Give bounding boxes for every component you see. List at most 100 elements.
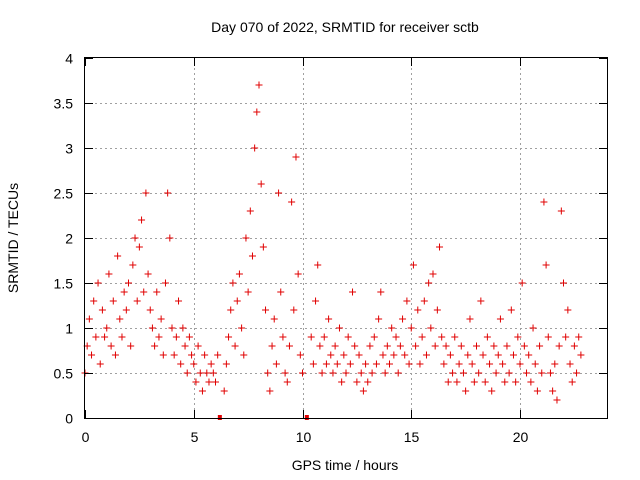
data-point [248, 252, 256, 260]
data-point [85, 315, 93, 323]
data-point [238, 324, 246, 332]
data-point [383, 342, 391, 350]
data-point [127, 342, 135, 350]
data-point [142, 189, 150, 197]
data-point [407, 324, 415, 332]
data-point [431, 342, 439, 350]
data-point [346, 360, 354, 368]
data-point [133, 297, 141, 305]
data-point [388, 324, 396, 332]
data-point [177, 360, 185, 368]
grid-lines [85, 58, 607, 418]
data-point [540, 198, 548, 206]
data-point [549, 387, 557, 395]
data-point [194, 342, 202, 350]
data-point [198, 387, 206, 395]
data-point [196, 369, 204, 377]
data-point [396, 342, 404, 350]
data-point [122, 306, 130, 314]
data-point [412, 342, 420, 350]
data-point [479, 351, 487, 359]
data-point [392, 333, 400, 341]
data-point [257, 180, 265, 188]
data-point [220, 387, 228, 395]
x-tick-label: 15 [404, 429, 420, 445]
data-point [446, 351, 454, 359]
data-point [222, 360, 230, 368]
data-point [562, 333, 570, 341]
data-point [399, 315, 407, 323]
data-point [151, 342, 159, 350]
x-tick-label: 0 [82, 429, 90, 445]
data-point [172, 333, 180, 341]
data-point [483, 333, 491, 341]
data-point [168, 324, 176, 332]
data-point [144, 270, 152, 278]
data-point [338, 378, 346, 386]
data-point [468, 360, 476, 368]
data-point [523, 369, 531, 377]
data-point [157, 315, 165, 323]
data-point [553, 396, 561, 404]
data-point [129, 261, 137, 269]
data-point [229, 279, 237, 287]
data-point [459, 369, 467, 377]
data-point [538, 369, 546, 377]
data-point [292, 153, 300, 161]
data-point [88, 351, 96, 359]
data-point [560, 279, 567, 287]
data-point [481, 378, 489, 386]
data-point [381, 369, 389, 377]
data-point [418, 333, 426, 341]
x-axis-ticks: 0 5 10 15 20 [82, 58, 528, 445]
data-point [425, 279, 433, 287]
data-point [372, 360, 380, 368]
data-point [577, 351, 585, 359]
y-tick-label: 4 [65, 51, 73, 67]
data-point [296, 351, 304, 359]
data-point [473, 342, 480, 350]
data-point [546, 369, 554, 377]
data-point [422, 351, 430, 359]
y-tick-label: 1.5 [54, 276, 74, 292]
data-point [307, 333, 315, 341]
data-point [444, 378, 452, 386]
data-point [470, 378, 478, 386]
data-point [375, 315, 383, 323]
y-tick-label: 1 [65, 321, 73, 337]
data-point [105, 270, 113, 278]
data-point [268, 342, 276, 350]
data-point [203, 369, 211, 377]
data-point [401, 351, 409, 359]
data-point [457, 342, 465, 350]
data-point [429, 270, 437, 278]
data-point [272, 360, 280, 368]
y-tick-label: 2.5 [54, 186, 74, 202]
data-point [175, 297, 183, 305]
data-point [159, 351, 167, 359]
data-point [379, 351, 387, 359]
data-point [501, 378, 509, 386]
data-point [316, 342, 324, 350]
data-point [512, 378, 520, 386]
data-point [288, 198, 296, 206]
data-point [455, 360, 463, 368]
data-point [533, 387, 541, 395]
data-point [192, 378, 200, 386]
data-point [509, 351, 517, 359]
data-point [486, 360, 494, 368]
data-point [531, 360, 539, 368]
data-point [496, 315, 504, 323]
data-point [520, 342, 528, 350]
data-point [499, 360, 507, 368]
data-point [518, 279, 526, 287]
data-point [233, 297, 241, 305]
data-point [185, 333, 193, 341]
data-point [570, 342, 578, 350]
data-point [349, 288, 357, 296]
data-point [170, 351, 178, 359]
data-point [214, 351, 222, 359]
data-point [353, 378, 361, 386]
data-point [225, 333, 233, 341]
